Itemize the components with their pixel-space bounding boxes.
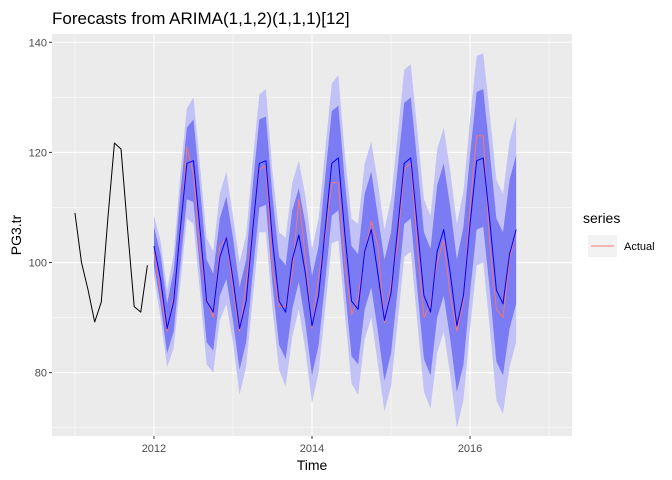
y-tick-label: 100 [29,258,47,270]
forecast-mean-line [153,157,517,330]
y-tick-label: 120 [29,147,47,159]
history-series [74,142,148,323]
x-tick-label: 2012 [142,443,166,455]
interval-80-area [153,89,517,392]
history-line [74,142,148,323]
chart-title: Forecasts from ARIMA(1,1,2)(1,1,1)[12] [52,9,350,28]
x-tick-label: 2014 [300,443,324,455]
y-tick-label: 80 [35,368,47,380]
y-axis-title: PG3.tr [8,214,24,255]
x-tick-label: 2016 [458,443,482,455]
y-tick-label: 140 [29,37,47,49]
y-axis: 80 100 120 140 [29,37,52,380]
interval-80-band [153,89,517,392]
legend-label-actual: Actual [624,241,655,253]
legend: series Actual [583,210,655,257]
legend-title: series [583,210,620,226]
x-axis-title: Time [297,457,328,473]
x-axis: 2012 2014 2016 [142,436,482,455]
forecast-mean-series [153,157,517,330]
